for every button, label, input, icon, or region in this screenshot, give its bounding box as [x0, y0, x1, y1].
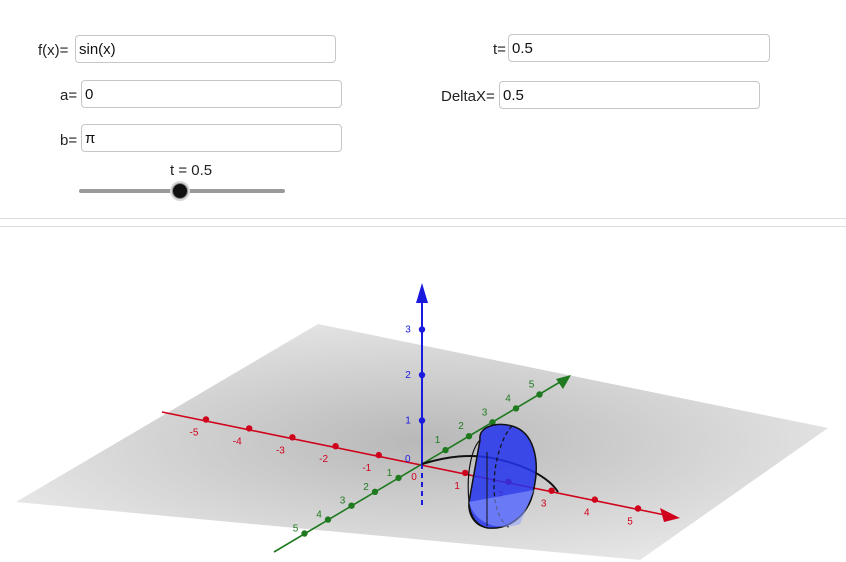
f-input[interactable] — [75, 35, 336, 63]
y-tick-label: 5 — [529, 380, 535, 391]
y-neg-tick-label: 5 — [293, 524, 299, 535]
y-neg-tick-dot — [301, 530, 308, 537]
b-label: b= — [60, 132, 78, 149]
x-axis — [161, 411, 666, 516]
disk-left-edge — [467, 439, 489, 529]
x-tick-label: -4 — [233, 436, 242, 447]
x-tick-dot — [289, 434, 296, 441]
a-label: a= — [60, 87, 78, 104]
y-neg-tick-label: 1 — [387, 468, 393, 479]
y-neg-tick-dot — [324, 516, 332, 523]
t-slider-knob[interactable] — [172, 183, 188, 199]
y-tick-label: 3 — [482, 407, 488, 418]
z-tick-dot — [418, 417, 426, 424]
b-input[interactable] — [81, 124, 342, 152]
z-tick-dot — [418, 371, 426, 379]
y-tick-label: 4 — [505, 393, 511, 404]
z-tick-label: 3 — [405, 325, 411, 336]
slider-caption: t = 0.5 — [170, 162, 213, 179]
z-tick-dot — [418, 326, 426, 333]
y-tick-label: 2 — [458, 421, 464, 432]
x-tick-label: -1 — [362, 463, 371, 474]
x-tick-label: 1 — [454, 481, 460, 492]
panel-divider-top — [0, 218, 846, 219]
y-tick-dot — [442, 446, 449, 454]
y-tick-dot — [536, 391, 543, 398]
x-tick-dot — [375, 451, 382, 459]
y-axis-arrow — [556, 375, 571, 389]
disk-lower-shade — [469, 490, 534, 527]
x-tick-dot — [591, 496, 598, 503]
y-neg-tick-label: 4 — [316, 510, 322, 521]
z-axis-arrow — [416, 283, 428, 303]
x-tick-label: 0 — [411, 472, 417, 483]
deltax-label: DeltaX= — [441, 88, 495, 105]
y-neg-tick-dot — [371, 488, 379, 495]
x-tick-label: 3 — [541, 499, 547, 510]
deltax-input[interactable] — [499, 81, 760, 109]
panel-divider-bottom — [0, 226, 846, 227]
t-input[interactable] — [508, 34, 770, 62]
x-axis-arrow — [660, 508, 680, 522]
x-tick-dot — [332, 443, 339, 450]
x-tick-label: -5 — [190, 428, 199, 439]
y-neg-tick-dot — [348, 502, 355, 509]
y-neg-tick-label: 2 — [363, 482, 369, 493]
y-tick-dot — [489, 419, 496, 426]
x-tick-label: 4 — [584, 508, 590, 519]
z-tick-label: 2 — [405, 370, 411, 381]
x-tick-label: -2 — [319, 454, 328, 465]
y-tick-dot — [465, 433, 473, 440]
x-tick-label: 5 — [627, 517, 633, 528]
y-neg-tick-label: 3 — [340, 496, 346, 507]
t-label: t= — [493, 41, 506, 58]
y-neg-tick-dot — [395, 474, 402, 482]
f-label: f(x)= — [38, 42, 69, 59]
x-tick-dot — [634, 505, 642, 512]
a-input[interactable] — [81, 80, 342, 108]
y-tick-label: 1 — [435, 435, 441, 446]
x-tick-dot — [548, 487, 555, 494]
y-axis — [273, 381, 561, 553]
x-tick-dot — [462, 469, 469, 477]
z-tick-label: 1 — [405, 416, 411, 427]
y-tick-dot — [512, 405, 520, 412]
x-tick-label: -3 — [276, 445, 285, 456]
x-tick-dot — [202, 416, 210, 423]
x-tick-dot — [246, 425, 253, 432]
origin-label: 0 — [405, 454, 411, 465]
